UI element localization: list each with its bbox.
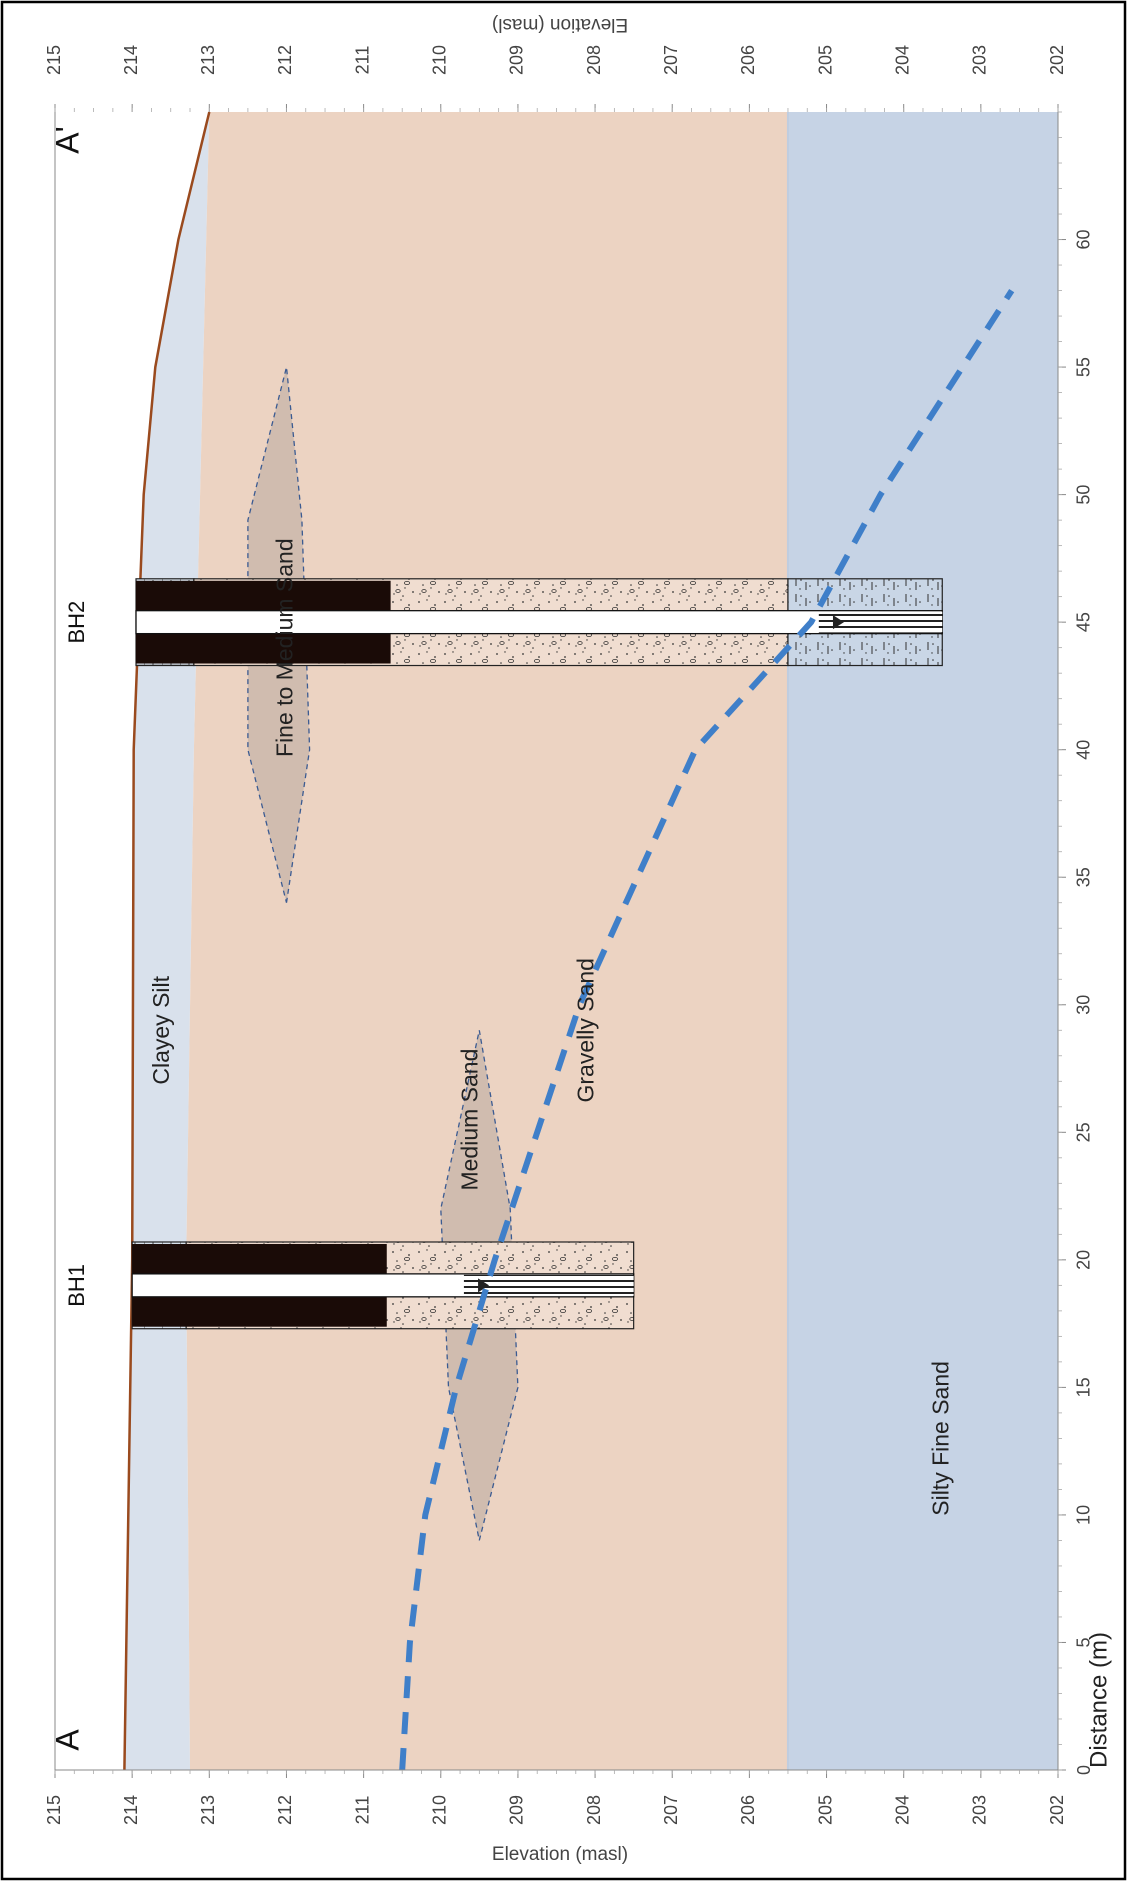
layer-silty-fine-sand xyxy=(788,112,1058,1770)
elevation-tick-label-lower: 214 xyxy=(121,1795,141,1825)
borehole-seal-lower xyxy=(132,1296,387,1327)
distance-tick-label: 40 xyxy=(1074,740,1094,760)
elevation-tick-label-lower: 215 xyxy=(44,1795,64,1825)
elevation-tick-label-lower: 211 xyxy=(352,1796,372,1825)
elevation-tick-label-upper: 208 xyxy=(584,45,604,75)
elevation-tick-label-upper: 212 xyxy=(275,45,295,75)
elevation-tick-label-upper: 215 xyxy=(44,45,64,75)
well-screen xyxy=(818,611,943,633)
distance-tick-label: 25 xyxy=(1074,1122,1094,1142)
elevation-tick-label-upper: 209 xyxy=(507,45,527,75)
borehole-bh1: BH1 xyxy=(64,1241,635,1330)
section-start-label: A xyxy=(49,1729,85,1751)
elevation-tick-label-lower: 203 xyxy=(970,1795,990,1825)
borehole-label: BH2 xyxy=(64,601,89,644)
elevation-tick-label-upper: 204 xyxy=(892,45,912,75)
water-level-marker-icon xyxy=(478,1278,490,1293)
elevation-tick-label-lower: 212 xyxy=(275,1795,295,1825)
boreholes: BH1 BH2 xyxy=(64,578,943,1330)
elevation-tick-label-lower: 207 xyxy=(661,1795,681,1825)
distance-tick-label: 30 xyxy=(1074,995,1094,1015)
elevation-tick-label-upper: 211 xyxy=(352,46,372,75)
label-gravelly-sand: Gravelly Sand xyxy=(572,958,598,1102)
axes: 2022022032032042042052052062062072072082… xyxy=(44,45,1094,1825)
distance-tick-label: 15 xyxy=(1074,1377,1094,1397)
labels: Distance (m) Elevation (masl) Elevation (m… xyxy=(49,14,1112,1865)
elevation-axis-title-lower: Elevation (masl) xyxy=(492,1844,628,1865)
distance-tick-label: 55 xyxy=(1074,357,1094,377)
distance-tick-label: 0 xyxy=(1074,1765,1094,1775)
layer-gravelly-sand xyxy=(186,112,788,1770)
distance-tick-label: 5 xyxy=(1074,1637,1094,1647)
borehole-seal-upper xyxy=(136,580,391,611)
borehole-seal-lower xyxy=(136,633,391,664)
elevation-tick-label-upper: 214 xyxy=(121,45,141,75)
elevation-tick-label-lower: 210 xyxy=(430,1795,450,1825)
elevation-tick-label-upper: 202 xyxy=(1047,45,1067,75)
distance-tick-label: 50 xyxy=(1074,485,1094,505)
label-medium-sand: Medium Sand xyxy=(457,1049,483,1191)
elevation-tick-label-lower: 202 xyxy=(1047,1795,1067,1825)
borehole-label: BH1 xyxy=(64,1264,89,1307)
elevation-tick-label-upper: 210 xyxy=(430,45,450,75)
elevation-tick-label-upper: 205 xyxy=(815,45,835,75)
elevation-tick-label-upper: 207 xyxy=(661,45,681,75)
water-table-line xyxy=(399,288,1015,1771)
label-silty-fine-sand: Silty Fine Sand xyxy=(927,1361,953,1516)
elevation-tick-label-upper: 213 xyxy=(198,45,218,75)
elevation-axis-title-upper: Elevation (masl) xyxy=(492,14,628,35)
distance-tick-label: 35 xyxy=(1074,867,1094,887)
geologic-layers xyxy=(123,111,1058,1771)
distance-tick-label: 45 xyxy=(1074,612,1094,632)
well-screen xyxy=(463,1274,634,1296)
label-fine-to-medium-sand: Fine to Medium Sand xyxy=(272,538,298,757)
elevation-tick-label-upper: 203 xyxy=(970,45,990,75)
layer-clayey-silt xyxy=(124,112,210,1770)
label-clayey-silt: Clayey Silt xyxy=(148,975,174,1084)
elevation-tick-label-upper: 206 xyxy=(738,45,758,75)
section-end-label: A' xyxy=(49,126,85,153)
distance-tick-label: 20 xyxy=(1074,1250,1094,1270)
distance-axis-title: Distance (m) xyxy=(1085,1632,1112,1768)
elevation-tick-label-lower: 205 xyxy=(815,1795,835,1825)
water-level-marker-icon xyxy=(832,615,844,630)
elevation-tick-label-lower: 209 xyxy=(507,1795,527,1825)
distance-tick-label: 60 xyxy=(1074,230,1094,250)
elevation-tick-label-lower: 208 xyxy=(584,1795,604,1825)
elevation-tick-label-lower: 206 xyxy=(738,1795,758,1825)
borehole-seal-upper xyxy=(132,1243,387,1274)
elevation-tick-label-lower: 213 xyxy=(198,1795,218,1825)
elevation-tick-label-lower: 204 xyxy=(892,1795,912,1825)
distance-tick-label: 10 xyxy=(1074,1505,1094,1525)
water-table xyxy=(399,288,1015,1771)
borehole-bh2: BH2 xyxy=(64,578,943,667)
